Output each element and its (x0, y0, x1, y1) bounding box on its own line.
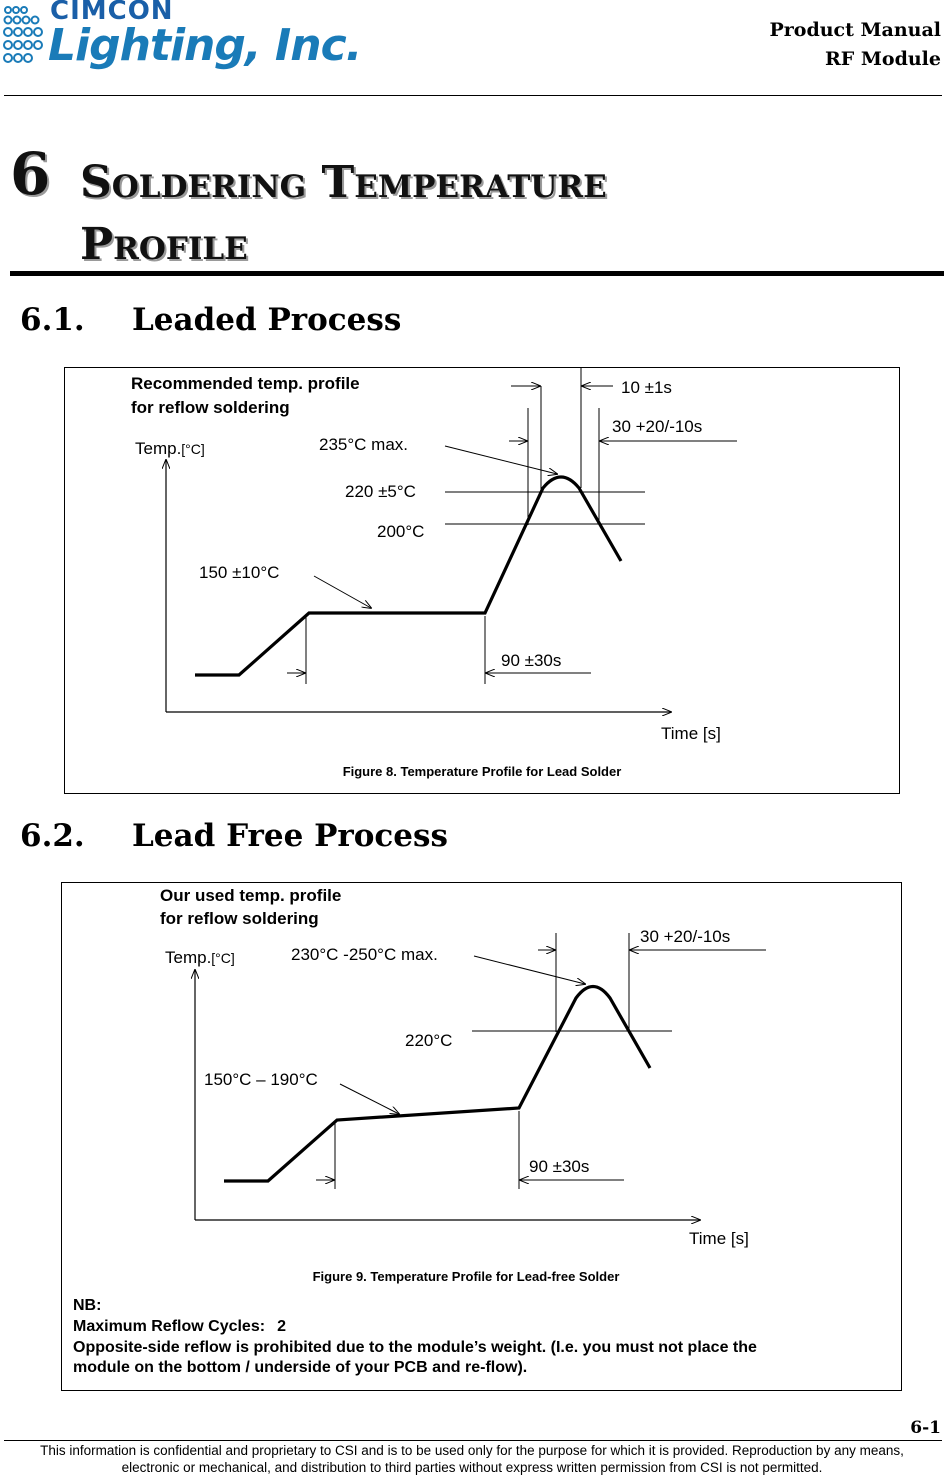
time-above-label: 30 +20/-10s (640, 927, 730, 946)
soak-temp-label: 150 ±10°C (199, 563, 279, 582)
x-axis-label: Time [s] (689, 1229, 749, 1248)
header-title: Product Manual RF Module (769, 16, 941, 74)
footer-disclaimer: This information is confidential and pro… (0, 1442, 944, 1476)
section-heading-leaded: 6.1. Leaded Process (20, 302, 401, 338)
leaded-profile-chart: Recommended temp. profile for reflow sol… (131, 368, 737, 779)
upper-temp-label: 220°C (405, 1031, 452, 1050)
y-axis-label: Temp.[°C] (165, 948, 235, 967)
figure-caption: Figure 8. Temperature Profile for Lead S… (343, 764, 622, 779)
soak-pointer-arrow (313, 575, 371, 608)
upper-temp-label: 220 ±5°C (345, 482, 416, 501)
chapter-number: 6 (10, 140, 51, 208)
header-divider (4, 95, 942, 96)
chapter-title: Soldering Temperature Profile (80, 152, 920, 276)
figure-heading-line2: for reflow soldering (160, 909, 319, 928)
figure-lead-free-profile: Our used temp. profile for reflow solder… (61, 882, 902, 1391)
chapter-title-line2: Profile (80, 219, 248, 270)
peak-pointer-arrow (473, 955, 585, 984)
time-peak-label: 10 ±1s (621, 378, 672, 397)
nb-title: NB: (73, 1297, 101, 1314)
x-axis-label: Time [s] (661, 724, 721, 743)
nb-cycles: Maximum Reflow Cycles: 2 (73, 1318, 286, 1335)
figure-heading-line2: for reflow soldering (131, 398, 290, 417)
section-number: 6.1. (20, 302, 85, 338)
logo-company-name: CIMCON (50, 0, 174, 26)
header-title-line1: Product Manual (769, 19, 941, 41)
header-title-line2: RF Module (824, 48, 941, 70)
figure-leaded-profile: Recommended temp. profile for reflow sol… (64, 367, 900, 794)
lead-free-profile-chart: Our used temp. profile for reflow solder… (73, 886, 766, 1376)
temperature-profile-curve (224, 984, 652, 1183)
time-soak-label: 90 ±30s (529, 1157, 589, 1176)
figure-caption: Figure 9. Temperature Profile for Lead-f… (313, 1269, 620, 1284)
y-axis-label: Temp.[°C] (135, 439, 205, 458)
nb-note-line2: module on the bottom / underside of your… (73, 1359, 527, 1376)
section-number: 6.2. (20, 818, 85, 854)
lower-temp-label: 200°C (377, 522, 424, 541)
peak-pointer-arrow (444, 445, 557, 474)
section-heading-lead-free: 6.2. Lead Free Process (20, 818, 448, 854)
section-title: Leaded Process (132, 302, 402, 338)
chapter-title-line1: Soldering Temperature (80, 157, 607, 208)
peak-temp-label: 235°C max. (319, 435, 408, 454)
soak-pointer-arrow (339, 1083, 399, 1114)
figure-heading-line1: Our used temp. profile (160, 886, 341, 905)
footer-line1: This information is confidential and pro… (40, 1443, 904, 1458)
logo-company-subname: Lighting, Inc. (48, 20, 362, 71)
temperature-profile-curve (195, 475, 623, 677)
peak-temp-label: 230°C -250°C max. (291, 945, 438, 964)
footer-divider (4, 1440, 942, 1441)
chapter-divider (10, 271, 944, 276)
soak-temp-label: 150°C – 190°C (204, 1070, 318, 1089)
section-title: Lead Free Process (132, 818, 448, 854)
time-above-label: 30 +20/-10s (612, 417, 702, 436)
nb-note-line1: Opposite-side reflow is prohibited due t… (73, 1339, 757, 1356)
footer-line2: electronic or mechanical, and distributi… (121, 1460, 823, 1475)
figure-heading-line1: Recommended temp. profile (131, 374, 360, 393)
page-number: 6-1 (910, 1418, 941, 1438)
time-soak-label: 90 ±30s (501, 651, 561, 670)
logo-dots-icon (3, 6, 43, 63)
